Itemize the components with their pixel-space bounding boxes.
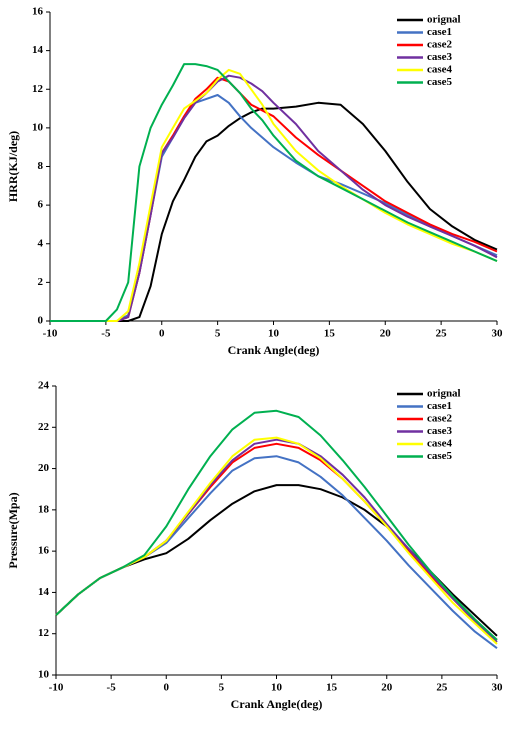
x-tick-label: 20 [380, 328, 392, 340]
y-tick-label: 16 [38, 545, 50, 557]
series-line [50, 74, 498, 322]
x-tick-label: 15 [326, 682, 338, 694]
y-tick-label: 6 [38, 199, 44, 211]
legend-label: orignal [427, 388, 461, 400]
x-tick-label: -10 [43, 328, 58, 340]
legend-label: case3 [427, 51, 453, 63]
legend-label: case1 [427, 400, 452, 412]
series-line [55, 442, 498, 641]
series-line [55, 436, 498, 645]
x-tick-label: 0 [159, 328, 165, 340]
series-line [55, 438, 498, 643]
x-tick-label: 20 [381, 682, 393, 694]
y-tick-label: 14 [38, 586, 50, 598]
y-tick-label: 16 [32, 6, 44, 18]
legend-label: case4 [427, 438, 453, 450]
x-tick-label: 10 [268, 328, 280, 340]
chart: 10 12 14 16 18 20 22 24 -10 -5 0 5 10 15 20 25 30 Crank A… [6, 380, 503, 711]
legend-label: case1 [427, 26, 452, 38]
y-axis-label: Pressure(Mpa) [6, 492, 20, 568]
x-tick-label: 10 [271, 682, 283, 694]
x-tick-label: 0 [164, 682, 170, 694]
legend-label: orignal [427, 14, 461, 26]
y-axis-label: HRR(KJ/deg) [6, 131, 20, 202]
series-line [50, 76, 498, 322]
y-tick-label: 4 [38, 237, 44, 249]
y-tick-label: 2 [38, 276, 44, 288]
legend-label: case5 [427, 450, 453, 462]
x-tick-label: 15 [324, 328, 336, 340]
y-tick-label: 12 [32, 83, 44, 95]
series-line [50, 68, 498, 322]
series-line [50, 63, 498, 322]
legend-label: case4 [427, 64, 453, 76]
x-tick-label: 5 [215, 328, 221, 340]
x-tick-label: 25 [436, 328, 448, 340]
y-tick-label: 22 [38, 421, 50, 433]
y-tick-label: 10 [32, 121, 44, 133]
x-tick-label: -5 [107, 682, 117, 694]
y-tick-label: 14 [32, 44, 44, 56]
series-line [55, 484, 498, 637]
x-tick-label: 5 [219, 682, 225, 694]
y-tick-label: 20 [38, 462, 50, 474]
series-line [50, 101, 498, 322]
x-tick-label: -10 [49, 682, 64, 694]
x-tick-label: -5 [101, 328, 111, 340]
series-line [55, 409, 498, 641]
y-tick-label: 12 [38, 627, 50, 639]
y-tick-label: 18 [38, 503, 50, 515]
legend-label: case2 [427, 413, 453, 425]
legend-label: case5 [427, 76, 453, 88]
x-tick-label: 25 [436, 682, 448, 694]
y-tick-label: 0 [38, 315, 44, 327]
x-tick-label: 30 [492, 682, 504, 694]
legend-label: case2 [427, 39, 453, 51]
y-tick-label: 10 [38, 669, 50, 681]
x-axis-label: Crank Angle(deg) [231, 697, 323, 711]
x-axis-label: Crank Angle(deg) [228, 343, 320, 357]
chart: 0 2 4 6 8 10 12 14 16 -10 -5 0 5 10 15 20 25 30 Crank Angl… [6, 6, 503, 357]
y-tick-label: 8 [38, 160, 44, 172]
x-tick-label: 30 [492, 328, 504, 340]
y-tick-label: 24 [38, 380, 50, 392]
legend-label: case3 [427, 425, 453, 437]
